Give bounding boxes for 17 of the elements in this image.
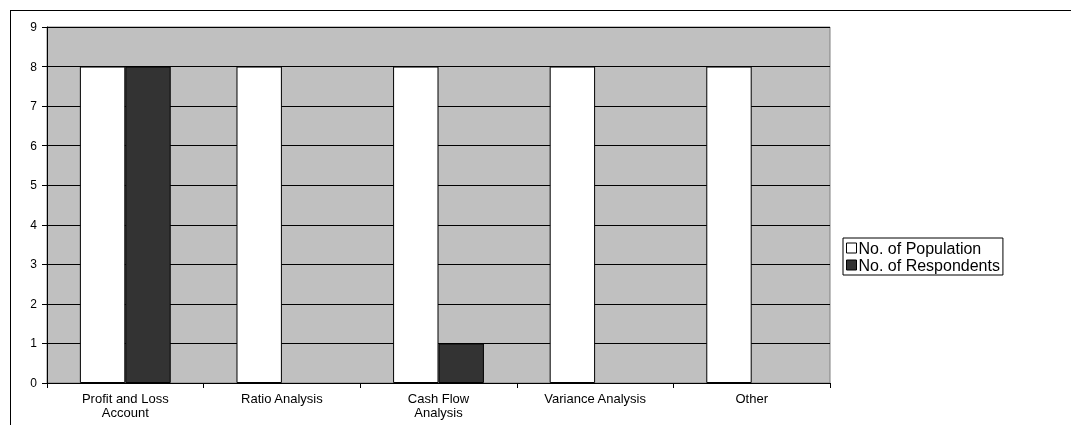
y-tick-label: 9 bbox=[30, 20, 38, 34]
legend-label: No. of Population bbox=[858, 239, 982, 257]
x-tick-label: Other bbox=[735, 390, 769, 406]
y-tick-label: 8 bbox=[30, 59, 38, 74]
y-tick-label: 3 bbox=[30, 257, 38, 272]
y-tick-label: 0 bbox=[30, 376, 38, 390]
y-tick-label: 7 bbox=[30, 99, 38, 114]
y-tick-label: 1 bbox=[30, 336, 38, 351]
y-tick-label: 4 bbox=[30, 217, 38, 232]
y-tick-label: 2 bbox=[30, 296, 38, 311]
y-tick-label: 6 bbox=[30, 138, 38, 153]
x-tick-label: Profit and Loss Account bbox=[81, 390, 170, 420]
x-tick-label: Variance Analysis bbox=[544, 390, 647, 406]
legend-label: No. of Respondents bbox=[858, 256, 1000, 274]
y-tick-label: 5 bbox=[30, 178, 38, 193]
x-tick-label: Cash Flow Analysis bbox=[407, 390, 470, 420]
x-tick-label: Ratio Analysis bbox=[241, 390, 324, 406]
